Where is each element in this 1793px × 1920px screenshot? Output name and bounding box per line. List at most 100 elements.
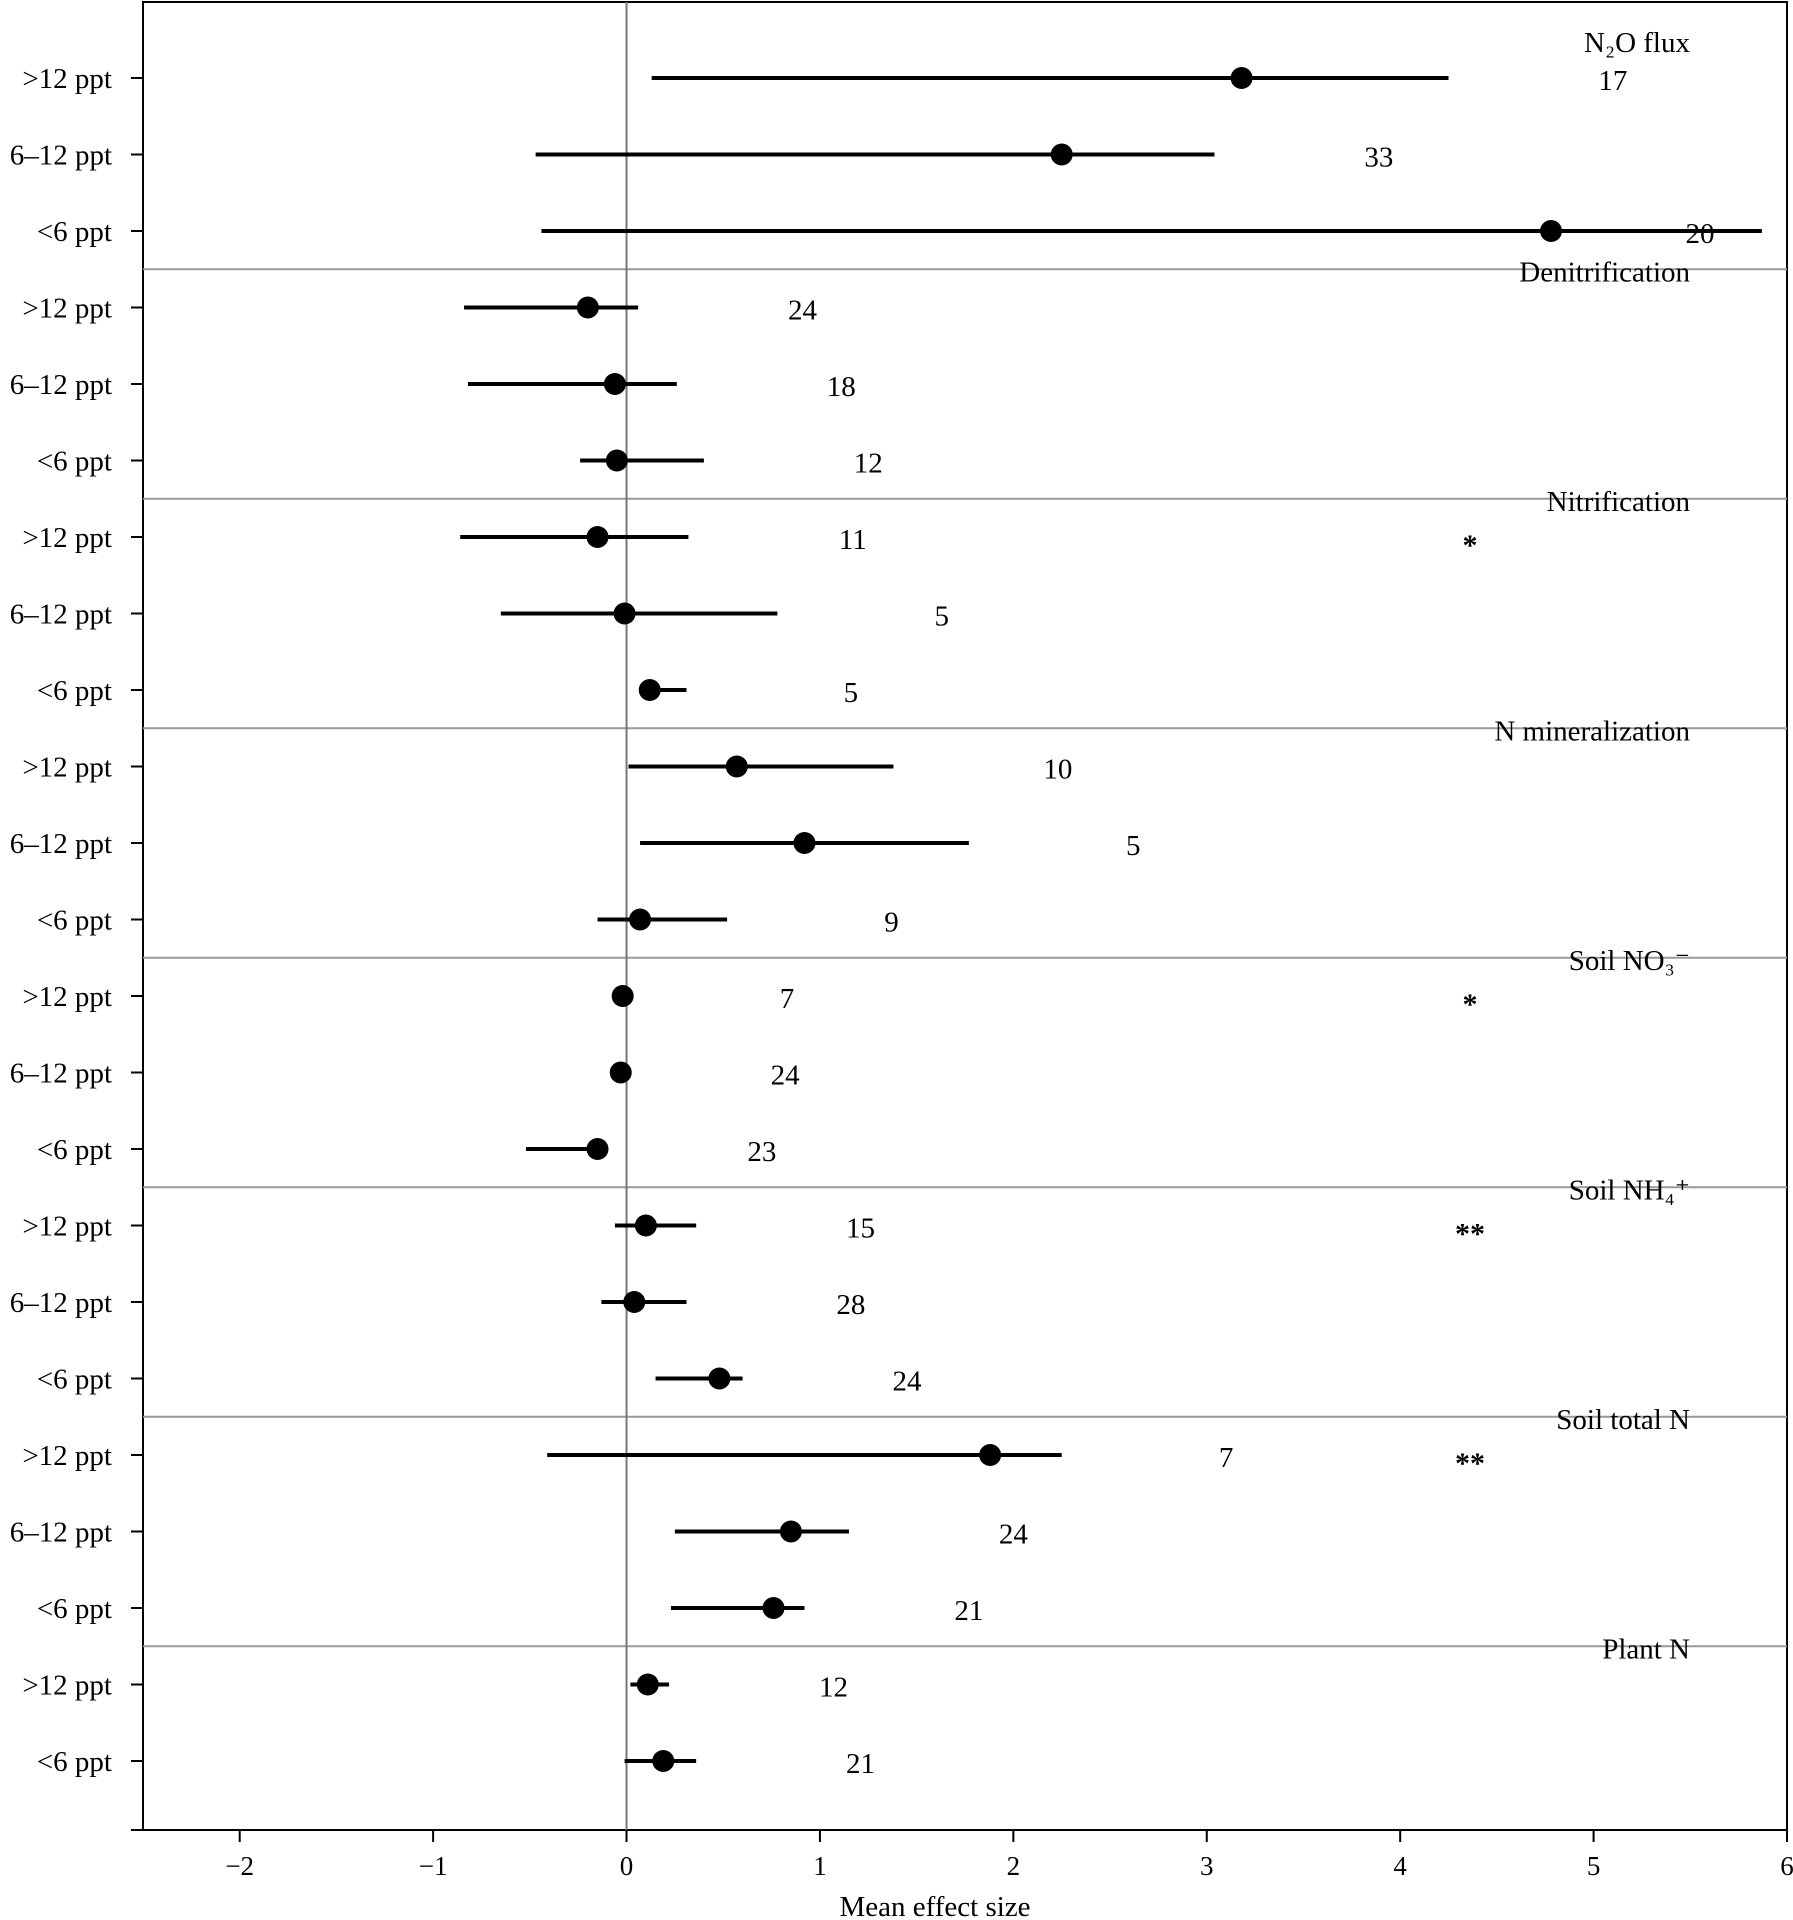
panel-title: Plant N [1602, 1634, 1690, 1666]
mean-point [634, 1214, 657, 1237]
sample-size-labels: 17 33 20 24 18 12 11 5 5 10 5 9 7 24 23 15 28 24 7 24 21 12 21 [747, 65, 1714, 1780]
mean-point [636, 1673, 659, 1696]
panel-title: N mineralization [1494, 716, 1690, 748]
sample-size-label: 12 [819, 1672, 848, 1704]
significance-marker: * [1463, 988, 1478, 1021]
x-tick-label: −2 [225, 1851, 254, 1881]
x-axis: −2 −1 0 1 2 3 4 5 6 [225, 1830, 1793, 1881]
salinity-label: 6–12 ppt [10, 599, 112, 631]
sample-size-label: 10 [1043, 754, 1072, 786]
plot-frame [142, 1, 1788, 1831]
mean-point [586, 526, 609, 548]
panel-title: Nitrification [1547, 486, 1691, 518]
sample-size-label: 21 [846, 1748, 875, 1780]
sample-size-label: 9 [884, 907, 899, 939]
mean-point [638, 679, 661, 701]
mean-point [611, 985, 634, 1007]
sample-size-label: 17 [1598, 65, 1627, 97]
mean-point [613, 602, 636, 625]
sample-size-label: 24 [771, 1060, 801, 1092]
sample-size-label: 33 [1364, 142, 1393, 174]
salinity-label: >12 ppt [22, 752, 112, 784]
salinity-label: >12 ppt [22, 293, 112, 325]
salinity-label: 6–12 ppt [10, 1517, 112, 1549]
sample-size-label: 24 [788, 295, 818, 327]
sample-size-label: 23 [747, 1136, 776, 1168]
x-tick-label: 6 [1780, 1851, 1793, 1881]
salinity-label: <6 ppt [37, 446, 112, 478]
salinity-label: <6 ppt [37, 1593, 112, 1625]
sample-size-label: 5 [1126, 830, 1141, 862]
sample-size-label: 11 [839, 524, 867, 556]
salinity-label: >12 ppt [22, 522, 112, 554]
y-ticks [131, 77, 143, 1831]
panel-titles: N₂O flux Denitrification Nitrification N mi… [1494, 27, 1690, 1666]
salinity-label: >12 ppt [22, 63, 112, 95]
mean-point [609, 1061, 632, 1084]
sample-size-label: 12 [854, 448, 883, 480]
sample-size-label: 5 [844, 677, 859, 709]
mean-point [1050, 143, 1073, 166]
sample-size-label: 7 [780, 983, 795, 1015]
x-tick-label: 1 [813, 1851, 827, 1881]
panel-title: Soil total N [1556, 1404, 1690, 1436]
y-tick-labels: >12 ppt 6–12 ppt <6 ppt >12 ppt 6–12 ppt <6 p… [10, 63, 112, 1778]
mean-point [762, 1597, 785, 1619]
x-tick-label: 2 [1007, 1851, 1021, 1881]
x-tick-label: 3 [1200, 1851, 1214, 1881]
significance-marker: ** [1455, 1218, 1485, 1251]
x-tick-label: 0 [620, 1851, 634, 1881]
salinity-label: 6–12 ppt [10, 1287, 112, 1319]
mean-point [652, 1750, 675, 1772]
sample-size-label: 21 [954, 1595, 983, 1627]
mean-point [725, 755, 748, 778]
salinity-label: <6 ppt [37, 905, 112, 937]
mean-point [586, 1138, 609, 1160]
mean-point [1230, 67, 1253, 89]
sample-size-label: 28 [836, 1289, 865, 1321]
panel-title: Denitrification [1519, 257, 1690, 289]
mean-point [1540, 220, 1563, 242]
sample-size-label: 18 [827, 371, 856, 403]
sample-size-label: 5 [935, 601, 950, 633]
significance-marker: * [1463, 529, 1478, 562]
sample-size-label: 24 [999, 1519, 1029, 1551]
sample-size-label: 15 [846, 1213, 875, 1245]
salinity-label: >12 ppt [22, 981, 112, 1013]
mean-points [576, 67, 1563, 1772]
sample-size-label: 7 [1219, 1442, 1234, 1474]
salinity-label: <6 ppt [37, 1134, 112, 1166]
mean-point [623, 1291, 646, 1313]
salinity-label: >12 ppt [22, 1440, 112, 1472]
mean-point [603, 373, 626, 395]
mean-point [779, 1520, 802, 1543]
panel-title: N₂O flux [1584, 27, 1690, 59]
x-tick-label: −1 [419, 1851, 448, 1881]
salinity-label: 6–12 ppt [10, 828, 112, 860]
salinity-label: >12 ppt [22, 1211, 112, 1243]
panel-title: Soil NO₃⁻ [1569, 945, 1690, 977]
mean-point [605, 449, 628, 472]
confidence-intervals [460, 76, 1762, 1763]
mean-point [793, 832, 816, 854]
mean-point [576, 296, 599, 319]
x-axis-label: Mean effect size [839, 1891, 1030, 1920]
salinity-label: 6–12 ppt [10, 369, 112, 401]
panel-separators [143, 268, 1787, 1648]
mean-point [708, 1367, 731, 1390]
mean-point [629, 908, 652, 931]
salinity-label: 6–12 ppt [10, 1058, 112, 1090]
salinity-label: <6 ppt [37, 675, 112, 707]
x-tick-label: 4 [1393, 1851, 1407, 1881]
sample-size-label: 20 [1685, 218, 1714, 250]
salinity-label: <6 ppt [37, 1364, 112, 1396]
salinity-label: <6 ppt [37, 216, 112, 248]
salinity-label: <6 ppt [37, 1746, 112, 1778]
significance-marker: ** [1455, 1447, 1485, 1480]
panel-title: Soil NH₄⁺ [1569, 1175, 1690, 1207]
sample-size-label: 24 [892, 1366, 922, 1398]
salinity-label: >12 ppt [22, 1670, 112, 1702]
mean-point [979, 1444, 1002, 1466]
x-tick-label: 5 [1587, 1851, 1601, 1881]
